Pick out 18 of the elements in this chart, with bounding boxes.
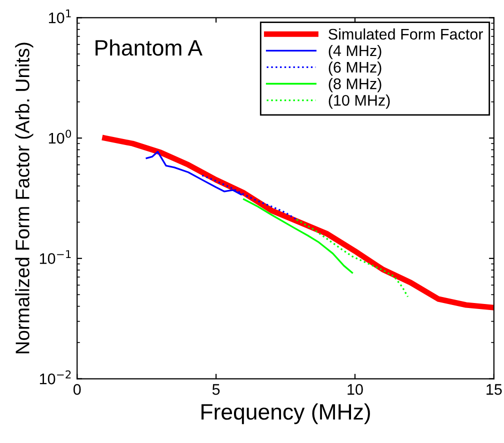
line-series	[243, 198, 354, 274]
legend-label: Simulated Form Factor	[328, 28, 483, 40]
legend-label: (8 MHz)	[328, 78, 382, 92]
legend-label: (6 MHz)	[328, 61, 382, 76]
legend-label: (4 MHz)	[328, 44, 382, 60]
x-tick-label: 15	[486, 384, 502, 395]
y-tick-label: 10$^{0}$	[48, 130, 72, 144]
x-tick-label: 0	[73, 384, 81, 395]
legend-label: (10 MHz)	[328, 94, 390, 109]
y-tick-label: 10$^{−2}$	[40, 370, 71, 384]
y-axis-title: Normalized Form Factor (Arb. Units)	[15, 42, 34, 354]
x-tick-label: 10	[348, 384, 363, 395]
annotation: Phantom A	[96, 39, 202, 56]
y-tick-label: 10$^{1}$	[48, 10, 71, 24]
y-tick-label: 10$^{−1}$	[40, 250, 71, 264]
x-tick-label: 5	[212, 384, 220, 395]
line-series	[296, 218, 409, 298]
x-axis-title: Frequency (MHz)	[202, 403, 370, 424]
